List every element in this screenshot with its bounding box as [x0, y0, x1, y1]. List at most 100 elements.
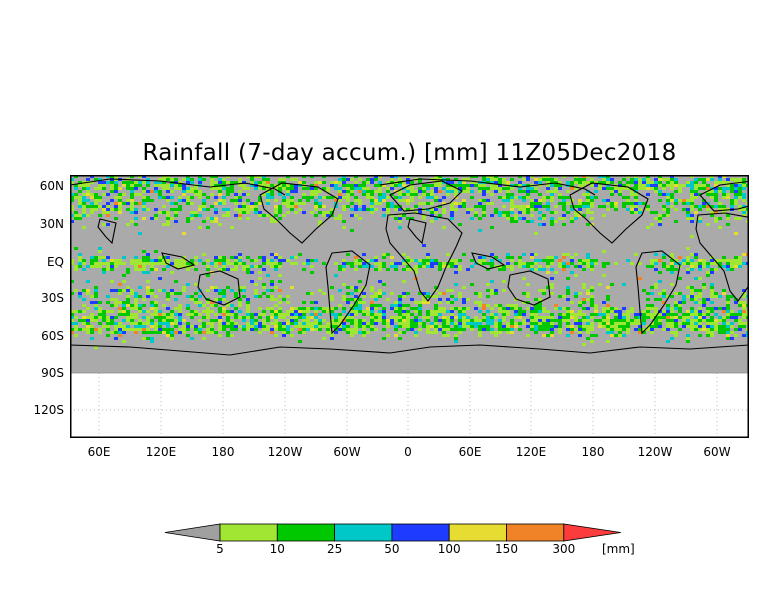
rain-cell [206, 331, 210, 334]
rain-cell [118, 322, 122, 325]
rain-cell [366, 331, 370, 334]
rain-cell [134, 295, 138, 298]
rain-cell [578, 181, 582, 184]
rain-cell [550, 181, 554, 184]
rain-cell [150, 292, 154, 295]
rain-cell [194, 331, 198, 334]
rain-cell [482, 187, 486, 190]
rain-cell [122, 289, 126, 292]
rain-cell [390, 292, 394, 295]
rain-cell [82, 259, 86, 262]
rain-cell [490, 316, 494, 319]
rain-cell [126, 181, 130, 184]
rain-cell [446, 193, 450, 196]
rain-cell [570, 184, 574, 187]
rain-cell [418, 202, 422, 205]
rain-cell [430, 313, 434, 316]
rain-cell [506, 307, 510, 310]
rain-cell [454, 208, 458, 211]
rain-cell [442, 202, 446, 205]
rain-cell [662, 208, 666, 211]
rain-cell [538, 289, 542, 292]
rain-cell [122, 262, 126, 265]
rain-cell [530, 319, 534, 322]
rain-cell [94, 307, 98, 310]
rain-cell [82, 184, 86, 187]
rain-cell [626, 319, 630, 322]
rain-cell [410, 217, 414, 220]
rain-cell [626, 196, 630, 199]
rain-cell [258, 325, 262, 328]
rain-cell [682, 325, 686, 328]
rain-cell [598, 184, 602, 187]
rain-cell [486, 199, 490, 202]
rain-cell [298, 253, 302, 256]
rain-cell [538, 205, 542, 208]
rain-cell [266, 199, 270, 202]
rain-cell [594, 262, 598, 265]
rain-cell [478, 229, 482, 232]
rain-cell [226, 334, 230, 337]
rain-cell [494, 304, 498, 307]
rain-cell [122, 307, 126, 310]
rain-cell [330, 334, 334, 337]
rain-cell [494, 313, 498, 316]
rain-cell [358, 331, 362, 334]
rain-cell [242, 286, 246, 289]
rain-cell [482, 256, 486, 259]
rain-cell [502, 319, 506, 322]
rain-cell [214, 286, 218, 289]
rain-cell [562, 199, 566, 202]
rain-cell [270, 193, 274, 196]
rain-cell [658, 313, 662, 316]
rain-cell [386, 298, 390, 301]
rain-cell [482, 316, 486, 319]
rain-cell [510, 202, 514, 205]
rain-cell [442, 211, 446, 214]
rain-cell [462, 181, 466, 184]
rain-cell [450, 265, 454, 268]
lat-label: 120S [33, 403, 64, 417]
rain-cell [262, 283, 266, 286]
rain-cell [554, 271, 558, 274]
rain-cell [174, 262, 178, 265]
rain-cell [578, 334, 582, 337]
rain-cell [518, 196, 522, 199]
rain-cell [742, 304, 746, 307]
rain-cell [514, 214, 518, 217]
rain-cell [150, 307, 154, 310]
rain-cell [434, 328, 438, 331]
rain-cell [722, 265, 726, 268]
rain-cell [590, 259, 594, 262]
rain-cell [490, 226, 494, 229]
rain-cell [186, 181, 190, 184]
rain-cell [406, 256, 410, 259]
rain-cell [286, 193, 290, 196]
rain-cell [386, 211, 390, 214]
rain-cell [298, 328, 302, 331]
rain-cell [686, 181, 690, 184]
rain-cell [282, 214, 286, 217]
rain-cell [210, 304, 214, 307]
rain-cell [394, 304, 398, 307]
rain-cell [362, 313, 366, 316]
rain-cell [422, 325, 426, 328]
rain-cell [182, 178, 186, 181]
rain-cell [338, 199, 342, 202]
rain-cell [266, 202, 270, 205]
rain-cell [278, 205, 282, 208]
rain-cell [118, 331, 122, 334]
rain-cell [482, 328, 486, 331]
rain-cell [310, 322, 314, 325]
rain-cell [382, 208, 386, 211]
rain-cell [358, 187, 362, 190]
rain-cell [366, 193, 370, 196]
rain-cell [646, 307, 650, 310]
rain-cell [542, 268, 546, 271]
rain-cell [98, 187, 102, 190]
rain-cell [78, 184, 82, 187]
rain-cell [298, 331, 302, 334]
rain-cell [522, 322, 526, 325]
rain-cell [350, 262, 354, 265]
rain-cell [390, 316, 394, 319]
